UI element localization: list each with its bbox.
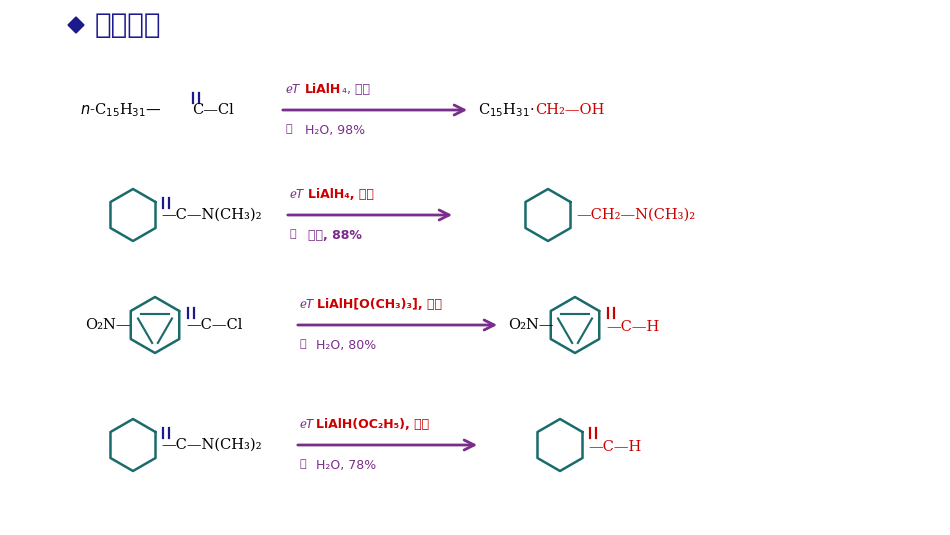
Text: ℯT: ℯT [300,298,314,311]
Text: O₂N—: O₂N— [85,318,130,332]
Text: 反应示例: 反应示例 [95,11,162,39]
Text: LiAlH₄, 乙醚: LiAlH₄, 乙醚 [308,188,374,201]
Text: C$_{15}$H$_{31}$·: C$_{15}$H$_{31}$· [478,101,535,119]
Text: —C—N(CH₃)₂: —C—N(CH₃)₂ [161,208,261,222]
Text: H₂O, 98%: H₂O, 98% [305,124,365,137]
Text: 回流, 88%: 回流, 88% [308,229,362,242]
Text: —C—H: —C—H [588,440,641,454]
Text: LiAlH[O(CH₃)₃], 乙醚: LiAlH[O(CH₃)₃], 乙醚 [317,298,442,311]
Text: $n$-C$_{15}$H$_{31}$—: $n$-C$_{15}$H$_{31}$— [80,101,162,119]
Text: ℯT: ℯT [290,188,304,201]
Text: ₄, 乙醚: ₄, 乙醚 [342,83,370,96]
Text: —C—Cl: —C—Cl [186,318,242,332]
Text: LiAlH(OC₂H₅), 乙醚: LiAlH(OC₂H₅), 乙醚 [316,418,429,431]
Text: H₂O, 78%: H₂O, 78% [316,459,376,472]
Text: ＆: ＆ [300,339,307,349]
Text: ℯT: ℯT [300,418,314,431]
Text: —C—H: —C—H [606,320,659,334]
Text: —CH₂—N(CH₃)₂: —CH₂—N(CH₃)₂ [576,208,695,222]
Text: LiAlH: LiAlH [305,83,341,96]
Text: O₂N—: O₂N— [508,318,554,332]
Polygon shape [68,17,84,33]
Text: C—Cl: C—Cl [192,103,234,117]
Text: ℯT: ℯT [286,83,300,96]
Text: H₂O, 80%: H₂O, 80% [316,339,376,352]
Text: ＆: ＆ [300,459,307,469]
Text: CH₂—OH: CH₂—OH [535,103,604,117]
Text: ＆: ＆ [290,229,296,239]
Text: —C—N(CH₃)₂: —C—N(CH₃)₂ [161,438,261,452]
Text: ＆: ＆ [286,124,293,134]
